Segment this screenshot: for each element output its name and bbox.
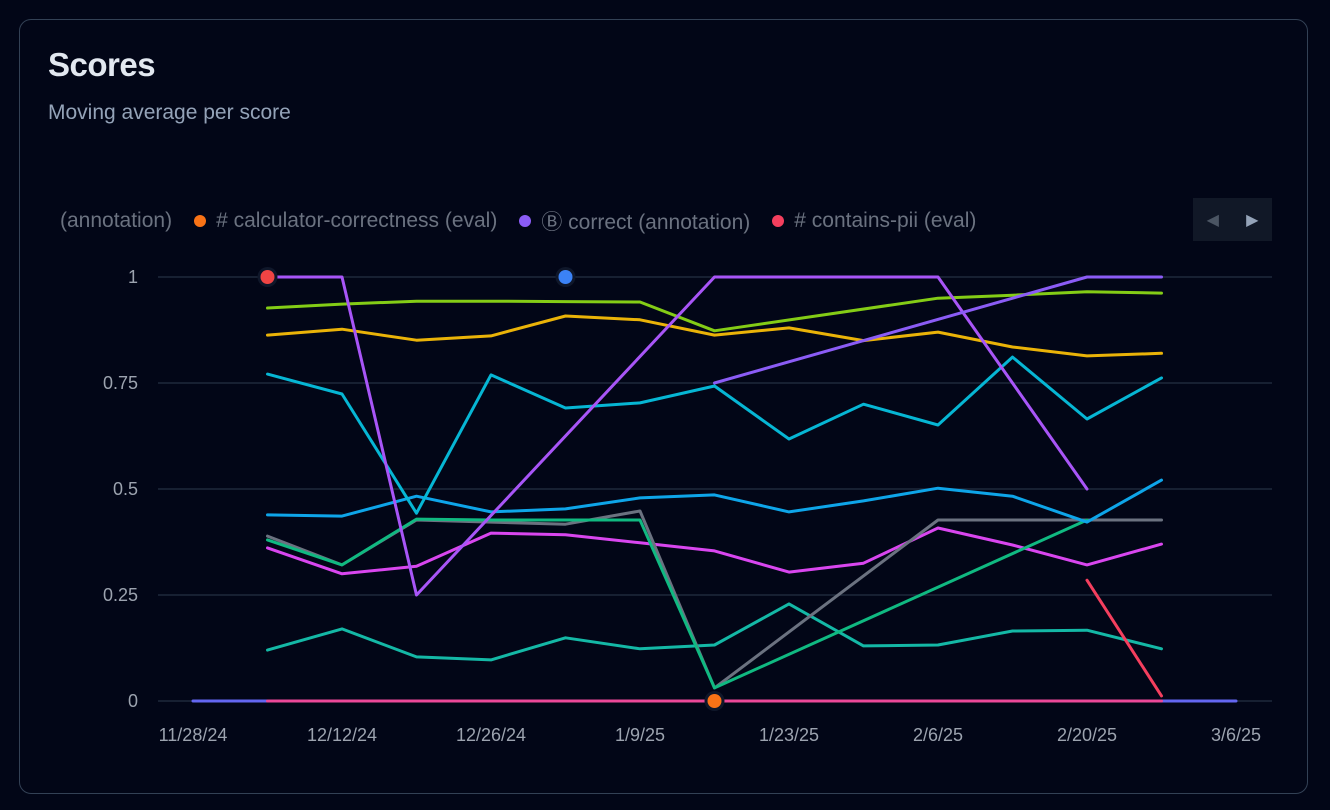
x-tick-label: 12/26/24: [456, 725, 526, 745]
legend-label: # contains-pii (eval): [794, 209, 977, 232]
x-tick-label: 3/6/25: [1211, 725, 1261, 745]
series-line: [1085, 578, 1163, 698]
series-line: [266, 355, 1163, 515]
series-line: [266, 290, 1163, 333]
legend-dot-icon: [519, 215, 532, 227]
y-tick-label: 0.5: [113, 479, 138, 499]
y-tick-label: 0: [128, 691, 138, 711]
series-line: [266, 275, 1089, 597]
x-tick-label: 1/9/25: [615, 725, 665, 745]
legend-label: Ⓑ correct (annotation): [541, 211, 751, 234]
x-tick-label: 12/12/24: [307, 725, 377, 745]
series-line: [266, 602, 1163, 662]
series-line: [266, 526, 1163, 576]
legend-label: # calculator-correctness (eval): [216, 209, 498, 232]
legend-pager: ◀ ▶: [1193, 198, 1272, 241]
annotation-marker: [558, 270, 573, 284]
series-line: [266, 478, 1163, 524]
card-subtitle: Moving average per score: [48, 101, 291, 124]
legend-item-correct[interactable]: Ⓑ correct (annotation): [519, 206, 750, 236]
series-line: [266, 314, 1163, 358]
annotation-marker: [260, 270, 275, 284]
caret-right-icon[interactable]: ▶: [1246, 211, 1259, 229]
legend-item-annotation[interactable]: (annotation): [60, 209, 172, 233]
y-tick-label: 0.75: [103, 373, 138, 393]
x-tick-label: 1/23/25: [759, 725, 819, 745]
x-tick-label: 2/6/25: [913, 725, 963, 745]
legend-item-calculator-correctness[interactable]: # calculator-correctness (eval): [194, 209, 497, 233]
x-tick-label: 2/20/25: [1057, 725, 1117, 745]
x-tick-label: 11/28/24: [159, 725, 228, 745]
chart-legend: (annotation) # calculator-correctness (e…: [60, 200, 1188, 242]
legend-dot-icon: [194, 215, 207, 227]
series-line: [266, 517, 1089, 690]
annotation-marker: [707, 694, 722, 708]
y-tick-label: 0.25: [103, 585, 138, 605]
legend-dot-icon: [772, 215, 785, 227]
scores-card: [19, 19, 1308, 794]
legend-label: (annotation): [60, 209, 173, 232]
series-line: [713, 275, 1163, 385]
card-title: Scores: [48, 46, 156, 83]
legend-item-contains-pii[interactable]: # contains-pii (eval): [772, 209, 976, 233]
y-tick-label: 1: [128, 267, 138, 287]
caret-left-icon[interactable]: ◀: [1206, 211, 1219, 229]
